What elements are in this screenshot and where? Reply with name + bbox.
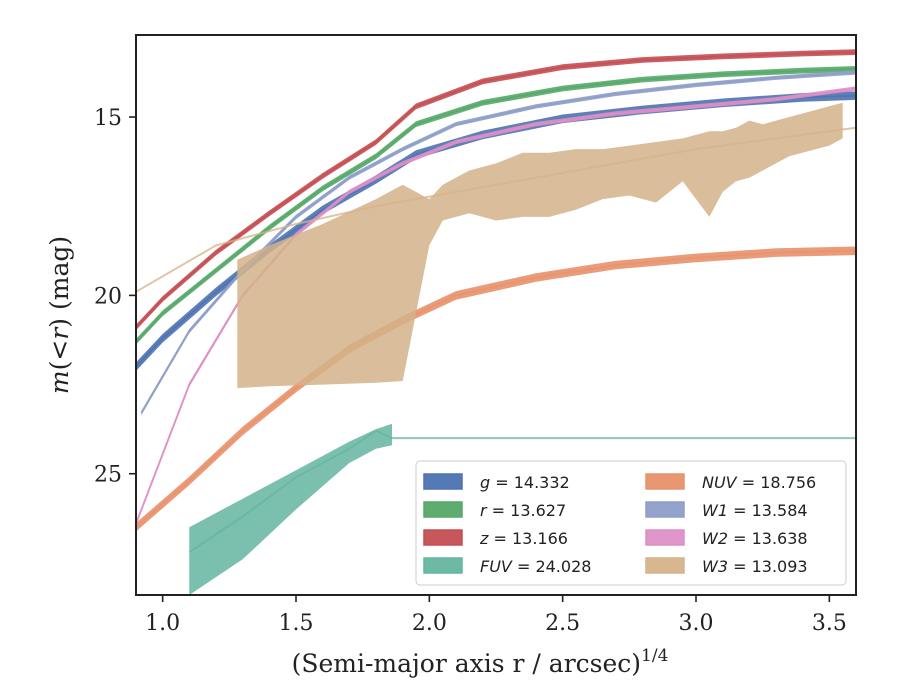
axes: 1.0 1.5 2.0 2.5 3.0 3.5 15 20 25	[94, 34, 857, 636]
legend-label: FUV = 24.028	[480, 557, 591, 576]
legend-swatch	[423, 501, 463, 518]
x-axis-label-exponent: 1/4	[641, 646, 668, 666]
legend-entry-w3: W3 = 13.093	[645, 557, 808, 576]
series-w3	[136, 102, 856, 389]
y-tick-label: 15	[94, 106, 122, 131]
legend-label: g = 14.332	[480, 473, 570, 492]
x-tick-label: 3.5	[812, 611, 847, 636]
y-tick-label: 25	[94, 463, 122, 488]
legend-swatch	[645, 501, 685, 518]
series-w1	[140, 70, 856, 416]
series-z	[136, 49, 856, 331]
x-tick-label: 1.5	[279, 611, 314, 636]
legend-label: r = 13.627	[480, 501, 566, 520]
legend-swatch	[423, 557, 463, 574]
line-w2	[136, 87, 856, 525]
series-fuv	[188, 423, 856, 595]
legend-entry-nuv: NUV = 18.756	[645, 473, 816, 492]
legend-entry-z: z = 13.166	[423, 529, 568, 548]
legend-label: NUV = 18.756	[702, 473, 816, 492]
line-fuv	[188, 429, 856, 554]
legend-label: W2 = 13.638	[702, 529, 808, 548]
line-z	[136, 51, 856, 329]
series-r	[136, 66, 856, 345]
legend-entry-fuv: FUV = 24.028	[423, 557, 591, 576]
legend-entry-r: r = 13.627	[423, 501, 566, 520]
legend-swatch	[423, 473, 463, 490]
x-tick-label: 2.0	[412, 611, 447, 636]
x-tick-label: 1.0	[145, 611, 180, 636]
line-r	[136, 67, 856, 343]
plot-frame	[135, 34, 857, 596]
y-axis-label-symbol: m	[45, 370, 74, 394]
x-tick-label: 2.5	[545, 611, 580, 636]
legend-label: W3 = 13.093	[702, 557, 808, 576]
y-axis-label: m(<r) (mag)	[45, 236, 74, 394]
y-axis-label-open: (<	[45, 340, 74, 371]
legend-swatch	[645, 557, 685, 574]
legend-entry-w1: W1 = 13.584	[645, 501, 808, 520]
legend-box	[415, 460, 847, 586]
band-w3	[237, 102, 843, 389]
legend-entry-g: g = 14.332	[423, 473, 570, 492]
legend-swatch	[423, 529, 463, 546]
y-axis-label-radius: r	[45, 326, 74, 340]
y-axis-label-unit: ) (mag)	[45, 236, 74, 328]
band-fuv	[189, 423, 392, 595]
y-tick-label: 20	[94, 284, 122, 309]
line-w1	[140, 71, 856, 414]
legend-swatch	[645, 473, 685, 490]
series-w2	[136, 86, 856, 526]
legend-label: z = 13.166	[479, 529, 568, 548]
legend-swatch	[645, 529, 685, 546]
plot-area	[136, 49, 856, 595]
x-tick-label: 3.0	[679, 611, 714, 636]
legend: g = 14.332 r = 13.627 z = 13.166 FUV = 24.0…	[415, 460, 847, 586]
x-axis-label-main: (Semi-major axis r / arcsec)	[292, 649, 641, 678]
line-nuv	[136, 249, 856, 528]
x-axis-label: (Semi-major axis r / arcsec)1/4	[292, 646, 669, 678]
legend-label: W1 = 13.584	[702, 501, 808, 520]
series-nuv	[136, 246, 856, 532]
line-w3	[136, 126, 856, 293]
legend-entry-w2: W2 = 13.638	[645, 529, 808, 548]
